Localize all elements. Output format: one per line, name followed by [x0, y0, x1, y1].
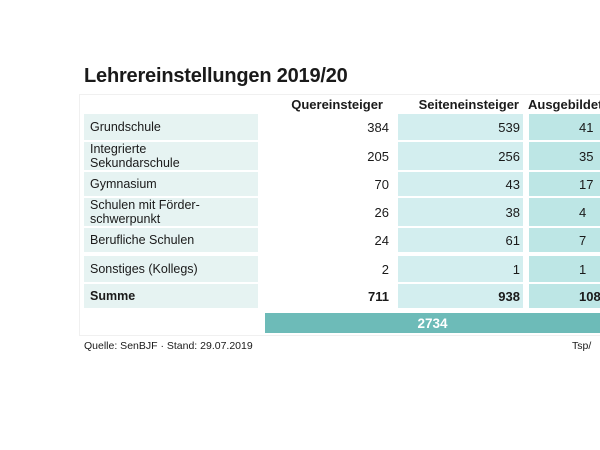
column-header-seiteneinsteiger: Seiteneinsteiger	[418, 97, 519, 112]
table-cell: 17	[529, 172, 600, 196]
table-cell: 384	[265, 114, 392, 140]
table-cell: 539	[398, 114, 523, 140]
table-cell: 35	[529, 142, 600, 170]
table-cell: 70	[265, 172, 392, 196]
table-cell: 256	[398, 142, 523, 170]
table-cell: 711	[265, 284, 392, 308]
row-label: Sonstiges (Kollegs)	[84, 256, 258, 282]
credit-note: Tsp/	[572, 340, 592, 352]
column-header-quereinsteiger: Quereinsteiger	[291, 97, 383, 112]
row-label: Schulen mit Förder- schwerpunkt	[84, 198, 258, 226]
table-cell: 38	[398, 198, 523, 226]
table-cell: 938	[398, 284, 523, 308]
row-label: Summe	[84, 284, 258, 308]
table-cell: 24	[265, 228, 392, 252]
table-cell: 1	[529, 256, 600, 282]
column-header-ausgebildete: Ausgebildete	[528, 97, 600, 112]
table-cell: 108	[529, 284, 600, 308]
table-cell: 43	[398, 172, 523, 196]
source-note: Quelle: SenBJF · Stand: 29.07.2019	[84, 340, 253, 352]
table-cell: 2	[265, 256, 392, 282]
row-label: Berufliche Schulen	[84, 228, 258, 252]
table-cell: 26	[265, 198, 392, 226]
row-label: Grundschule	[84, 114, 258, 140]
table-cell: 1	[398, 256, 523, 282]
chart-title: Lehrereinstellungen 2019/20	[84, 65, 348, 87]
row-label: Gymnasium	[84, 172, 258, 196]
table-cell: 41	[529, 114, 600, 140]
row-label: Integrierte Sekundarschule	[84, 142, 258, 170]
total-bar: 2734	[265, 313, 600, 333]
table-cell: 205	[265, 142, 392, 170]
table-cell: 61	[398, 228, 523, 252]
table-cell: 4	[529, 198, 600, 226]
table-cell: 7	[529, 228, 600, 252]
